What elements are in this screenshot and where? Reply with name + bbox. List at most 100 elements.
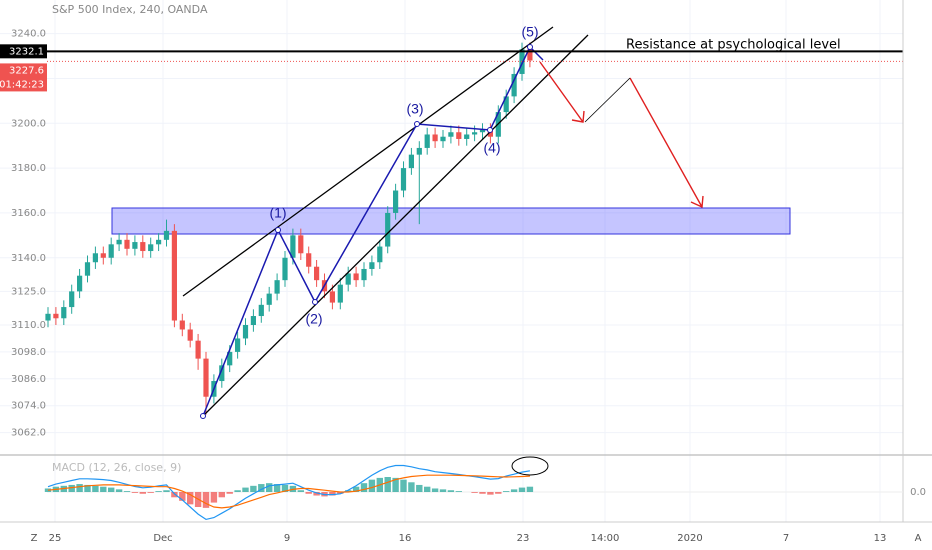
candle-body <box>53 313 59 319</box>
macd-bar <box>76 484 83 492</box>
y-tick-label: 3240.0 <box>11 29 46 40</box>
candle-body <box>132 242 138 249</box>
wave-points <box>200 44 533 419</box>
candle-body <box>108 244 114 258</box>
candle-body <box>314 266 320 281</box>
macd-bar <box>226 492 233 494</box>
macd-bar <box>163 490 170 492</box>
y-tick-label: 3098.0 <box>11 347 46 358</box>
candle-body <box>148 244 154 252</box>
macd-bar <box>123 491 131 492</box>
candle-body <box>377 246 383 263</box>
candle-body <box>487 130 493 137</box>
macd-bar <box>455 491 462 492</box>
price-markers: 3232.1 3227.6 01:42:23 <box>0 44 903 92</box>
macd-bar <box>187 492 194 505</box>
macd-bar <box>447 490 455 492</box>
candle-body <box>124 239 130 249</box>
y-tick-label: 3074.0 <box>11 401 46 412</box>
macd-bar <box>92 485 99 492</box>
macd-bar <box>84 484 91 492</box>
macd-bar <box>439 489 447 492</box>
price-tag <box>0 63 47 92</box>
projection-arrows <box>539 61 704 209</box>
candle-body <box>179 320 185 330</box>
macd-bar <box>297 490 304 492</box>
grid: 3240.03220.03200.03180.03160.03140.03125… <box>0 0 903 522</box>
channel-upper <box>182 26 554 297</box>
x-tick-label: 23 <box>517 533 530 544</box>
y-tick-label: 3110.0 <box>11 320 46 331</box>
y-tick-label: 3125.0 <box>11 286 46 297</box>
candle-body <box>187 329 193 341</box>
candle-body <box>100 253 106 258</box>
price-tag-label: 3232.1 <box>9 46 44 57</box>
macd-bar <box>408 482 415 492</box>
candle-body <box>61 307 67 319</box>
candle-body <box>408 154 414 169</box>
x-tick-label: 7 <box>783 533 789 544</box>
macd-tick-label: 0.0 <box>910 487 926 498</box>
wave-label: (5) <box>521 24 538 40</box>
candle-body <box>266 293 272 305</box>
toolbar-button[interactable]: A <box>915 533 922 544</box>
macd-bar <box>250 485 257 492</box>
candle-body <box>353 273 359 281</box>
candle-body <box>416 147 422 155</box>
macd-bar <box>258 484 265 492</box>
candle-body <box>171 230 177 321</box>
macd-bar <box>108 487 115 492</box>
macd-bar <box>518 487 526 492</box>
candle-body <box>424 134 430 148</box>
candle-body <box>503 96 509 113</box>
macd-bar <box>100 486 107 492</box>
macd-bar <box>115 489 123 492</box>
macd-bar <box>210 492 218 503</box>
macd-bar <box>68 484 75 492</box>
x-tick-label: Dec <box>153 533 172 544</box>
candle-body <box>337 284 343 303</box>
candle-body <box>440 136 446 142</box>
candle-body <box>195 340 201 359</box>
candle-body <box>290 235 296 258</box>
candle-body <box>464 134 470 139</box>
support-zone <box>111 207 791 235</box>
y-tick-label: 3062.0 <box>11 428 46 439</box>
channel-lower <box>202 34 589 417</box>
macd-pane: 0.0 <box>44 464 926 521</box>
candle-body <box>511 73 517 97</box>
candle-body <box>69 291 75 308</box>
candle-body <box>393 190 399 213</box>
macd-signal-line <box>47 474 530 509</box>
macd-bar <box>384 477 391 492</box>
x-tick-label: 25 <box>49 533 62 544</box>
macd-bar <box>329 492 336 496</box>
candle-body <box>385 212 391 247</box>
x-tick-label: 13 <box>874 533 887 544</box>
macd-bar <box>155 491 162 492</box>
x-tick-label: 2020 <box>677 533 702 544</box>
candle-body <box>432 134 438 142</box>
candle-body <box>282 257 288 281</box>
macd-bar <box>360 483 368 492</box>
toolbar-button[interactable]: Z <box>31 533 38 544</box>
macd-bar <box>431 488 439 492</box>
chart-title: S&P 500 Index, 240, OANDA <box>52 3 208 16</box>
candle-body <box>527 49 533 61</box>
macd-bar <box>242 487 249 492</box>
candle-body <box>92 253 98 263</box>
macd-bar <box>179 492 186 501</box>
candle-body <box>298 235 304 254</box>
macd-bar <box>273 484 281 492</box>
price-tag <box>0 44 47 59</box>
candle-body <box>250 316 256 325</box>
macd-bar <box>479 492 486 494</box>
candle-body <box>116 239 122 245</box>
candle-body <box>400 168 407 191</box>
macd-bar <box>368 479 376 492</box>
candle-body <box>156 239 162 245</box>
candle-body <box>45 313 51 321</box>
candle-body <box>479 130 486 133</box>
candle-body <box>448 132 454 137</box>
